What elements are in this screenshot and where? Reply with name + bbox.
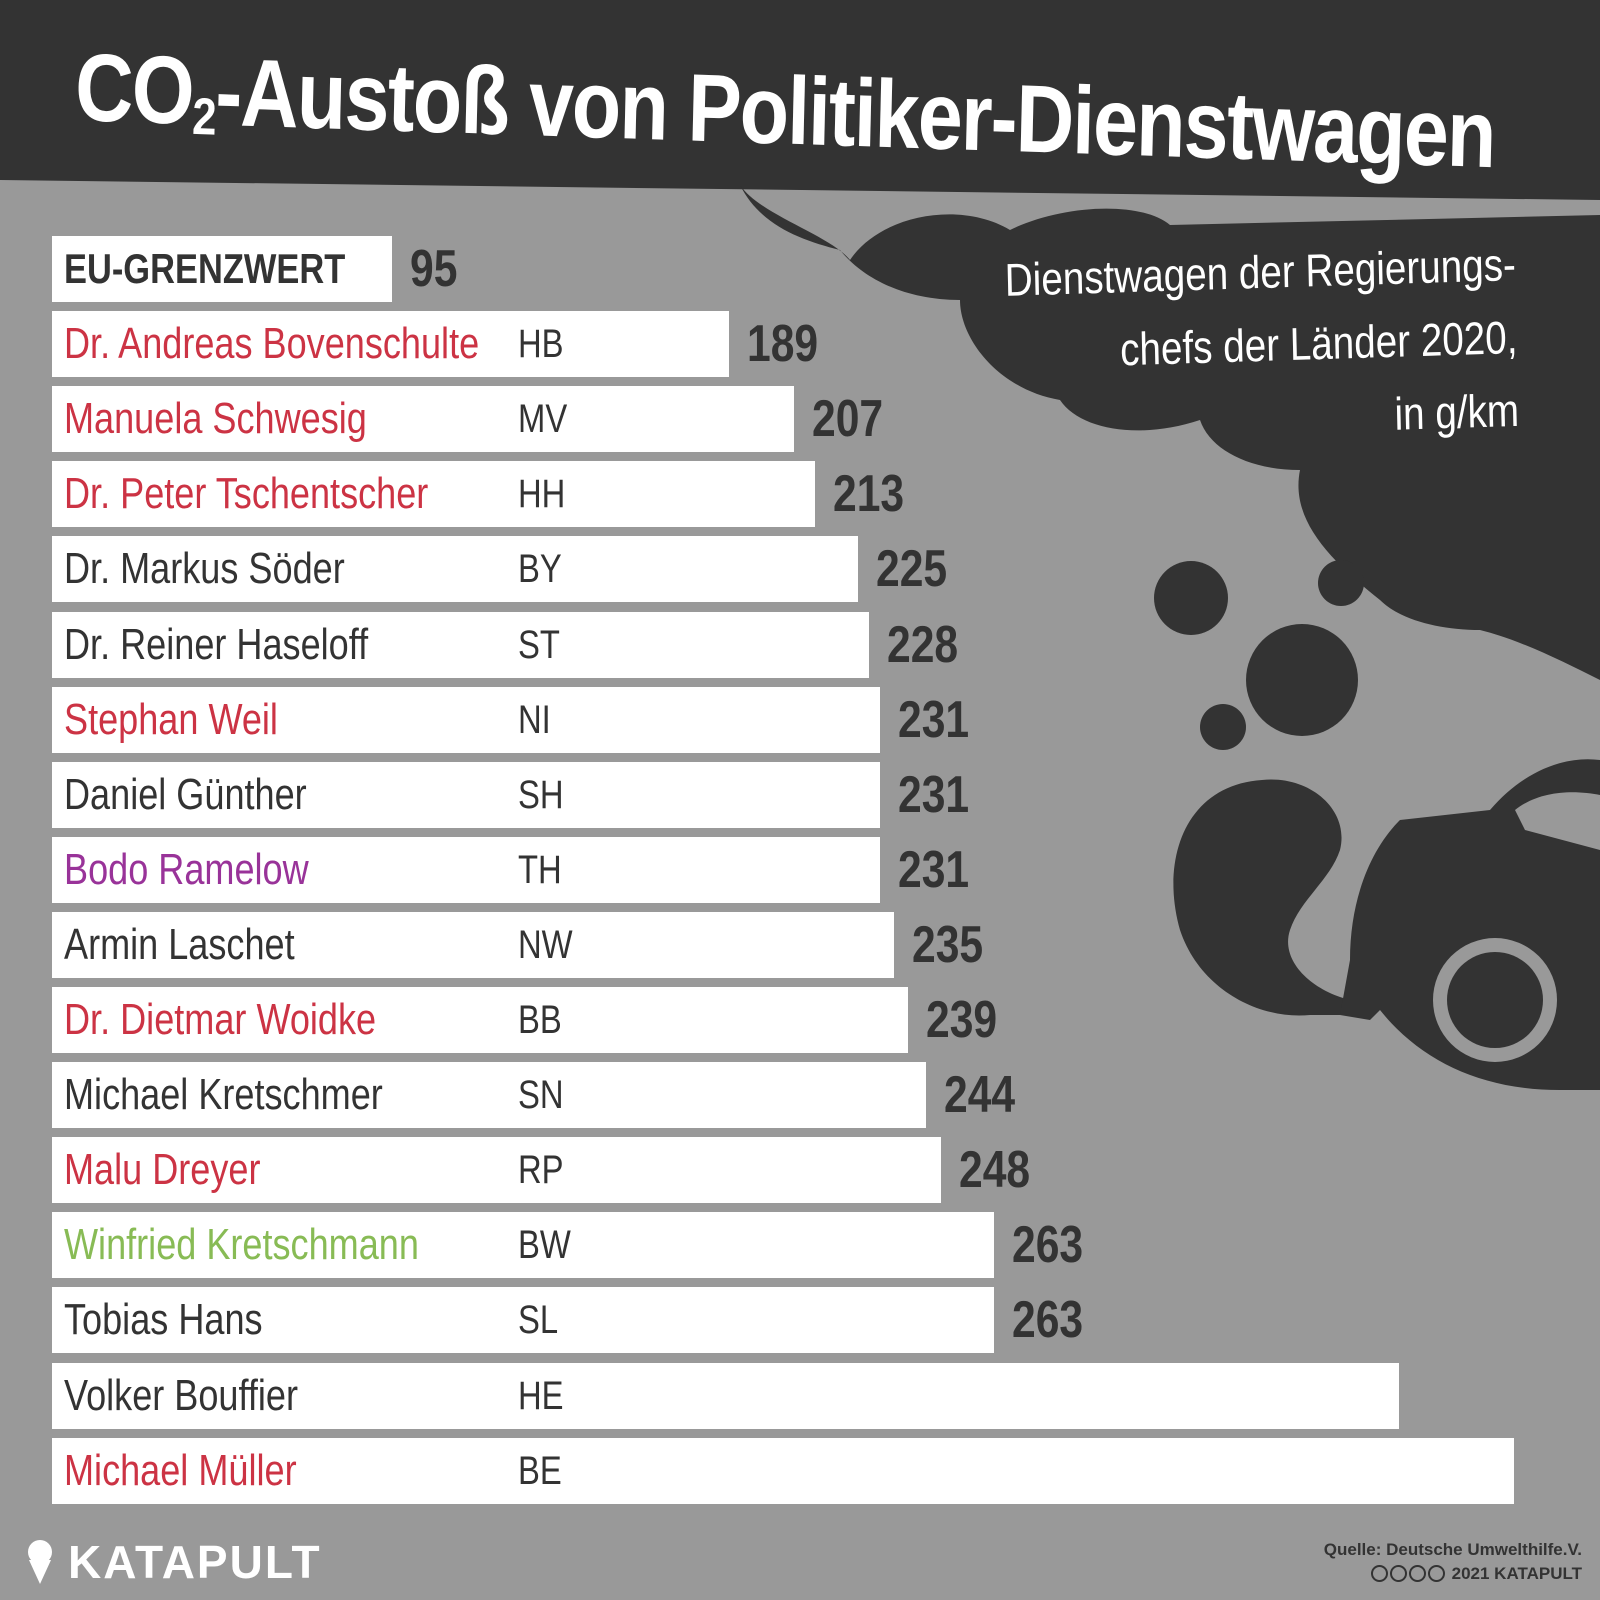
- category-label: Dr. Reiner Haseloff: [64, 619, 369, 669]
- value-label: 244: [944, 1066, 1016, 1125]
- category-label: Manuela Schwesig: [64, 394, 367, 444]
- state-code-label: NI: [518, 697, 551, 742]
- nc-icon: [1408, 1565, 1426, 1582]
- value-label: 213: [833, 465, 905, 524]
- state-code-label: BE: [518, 1448, 562, 1493]
- bar: [52, 1137, 941, 1204]
- nd-icon: [1427, 1565, 1445, 1582]
- copyright-text: 2021 KATAPULT: [1451, 1564, 1582, 1583]
- category-label: Bodo Ramelow: [64, 844, 309, 894]
- reference-bar: [52, 236, 393, 302]
- bar: [52, 1437, 1514, 1504]
- state-code-label: BB: [518, 998, 562, 1042]
- bar: [52, 1062, 927, 1129]
- katapult-logo: KATAPULT: [22, 1535, 322, 1589]
- state-code-label: HB: [518, 322, 564, 367]
- category-label: Dr. Peter Tschentscher: [64, 469, 429, 519]
- ice-cream-icon: [28, 1540, 52, 1584]
- category-label: Dr. Markus Söder: [64, 544, 345, 594]
- state-code-label: TH: [518, 847, 562, 892]
- state-code-label: ST: [518, 622, 560, 667]
- brand-name: KATAPULT: [68, 1536, 322, 1588]
- value-label: 231: [897, 690, 969, 749]
- cc-icon: [1370, 1565, 1388, 1582]
- bar: [52, 836, 880, 903]
- state-code-label: HH: [518, 472, 566, 517]
- bar: [52, 686, 880, 753]
- category-label: Volker Bouffier: [64, 1370, 298, 1420]
- value-label: 263: [1012, 1216, 1084, 1275]
- bar: [52, 311, 730, 378]
- bar: [52, 1287, 995, 1354]
- value-label: 263: [1012, 1291, 1084, 1350]
- bar: [52, 1362, 1400, 1429]
- value-label: 228: [886, 615, 959, 674]
- category-label: Daniel Günther: [64, 769, 307, 819]
- category-label: Tobias Hans: [64, 1295, 263, 1345]
- state-code-label: BY: [518, 547, 562, 592]
- category-label: Michael Müller: [64, 1445, 297, 1495]
- state-code-label: SL: [518, 1298, 559, 1343]
- by-icon: [1389, 1565, 1407, 1582]
- state-code-label: HE: [518, 1373, 564, 1418]
- category-label: Armin Laschet: [64, 919, 295, 969]
- category-label: Stephan Weil: [64, 694, 278, 744]
- reference-label: EU-GRENZWERT: [64, 245, 346, 292]
- source-line: Quelle: Deutsche Umwelthilfe.V.: [1323, 1540, 1582, 1559]
- bar: [52, 536, 859, 603]
- state-code-label: BW: [518, 1223, 571, 1268]
- category-label: Dr. Andreas Bovenschulte: [64, 319, 480, 369]
- value-label: 239: [926, 991, 998, 1049]
- reference-value-label: 95: [410, 240, 458, 298]
- value-label: 225: [876, 540, 948, 599]
- value-label: 189: [747, 315, 819, 374]
- value-label: 231: [897, 840, 969, 899]
- category-label: Michael Kretschmer: [64, 1070, 383, 1120]
- bar: [52, 611, 869, 678]
- state-code-label: SN: [518, 1073, 564, 1118]
- bar: [52, 461, 816, 528]
- category-label: Malu Dreyer: [64, 1145, 261, 1195]
- value-label: 248: [958, 1141, 1030, 1200]
- bar: [52, 911, 895, 978]
- bar: [52, 761, 880, 828]
- state-code-label: MV: [518, 397, 568, 442]
- value-label: 235: [912, 915, 984, 974]
- state-code-label: RP: [518, 1148, 564, 1193]
- category-label: Winfried Kretschmann: [64, 1220, 419, 1270]
- source-note: Quelle: Deutsche Umwelthilfe.V. 2021 KAT…: [1324, 1538, 1582, 1586]
- bar: [52, 386, 794, 453]
- category-label: Dr. Dietmar Woidke: [64, 995, 377, 1044]
- state-code-label: NW: [518, 922, 573, 967]
- license-line: 2021 KATAPULT: [1324, 1562, 1582, 1586]
- value-label: 231: [897, 765, 969, 824]
- state-code-label: SH: [518, 772, 564, 817]
- bar: [52, 1212, 995, 1279]
- value-label: 207: [811, 390, 883, 449]
- bar: [52, 987, 909, 1053]
